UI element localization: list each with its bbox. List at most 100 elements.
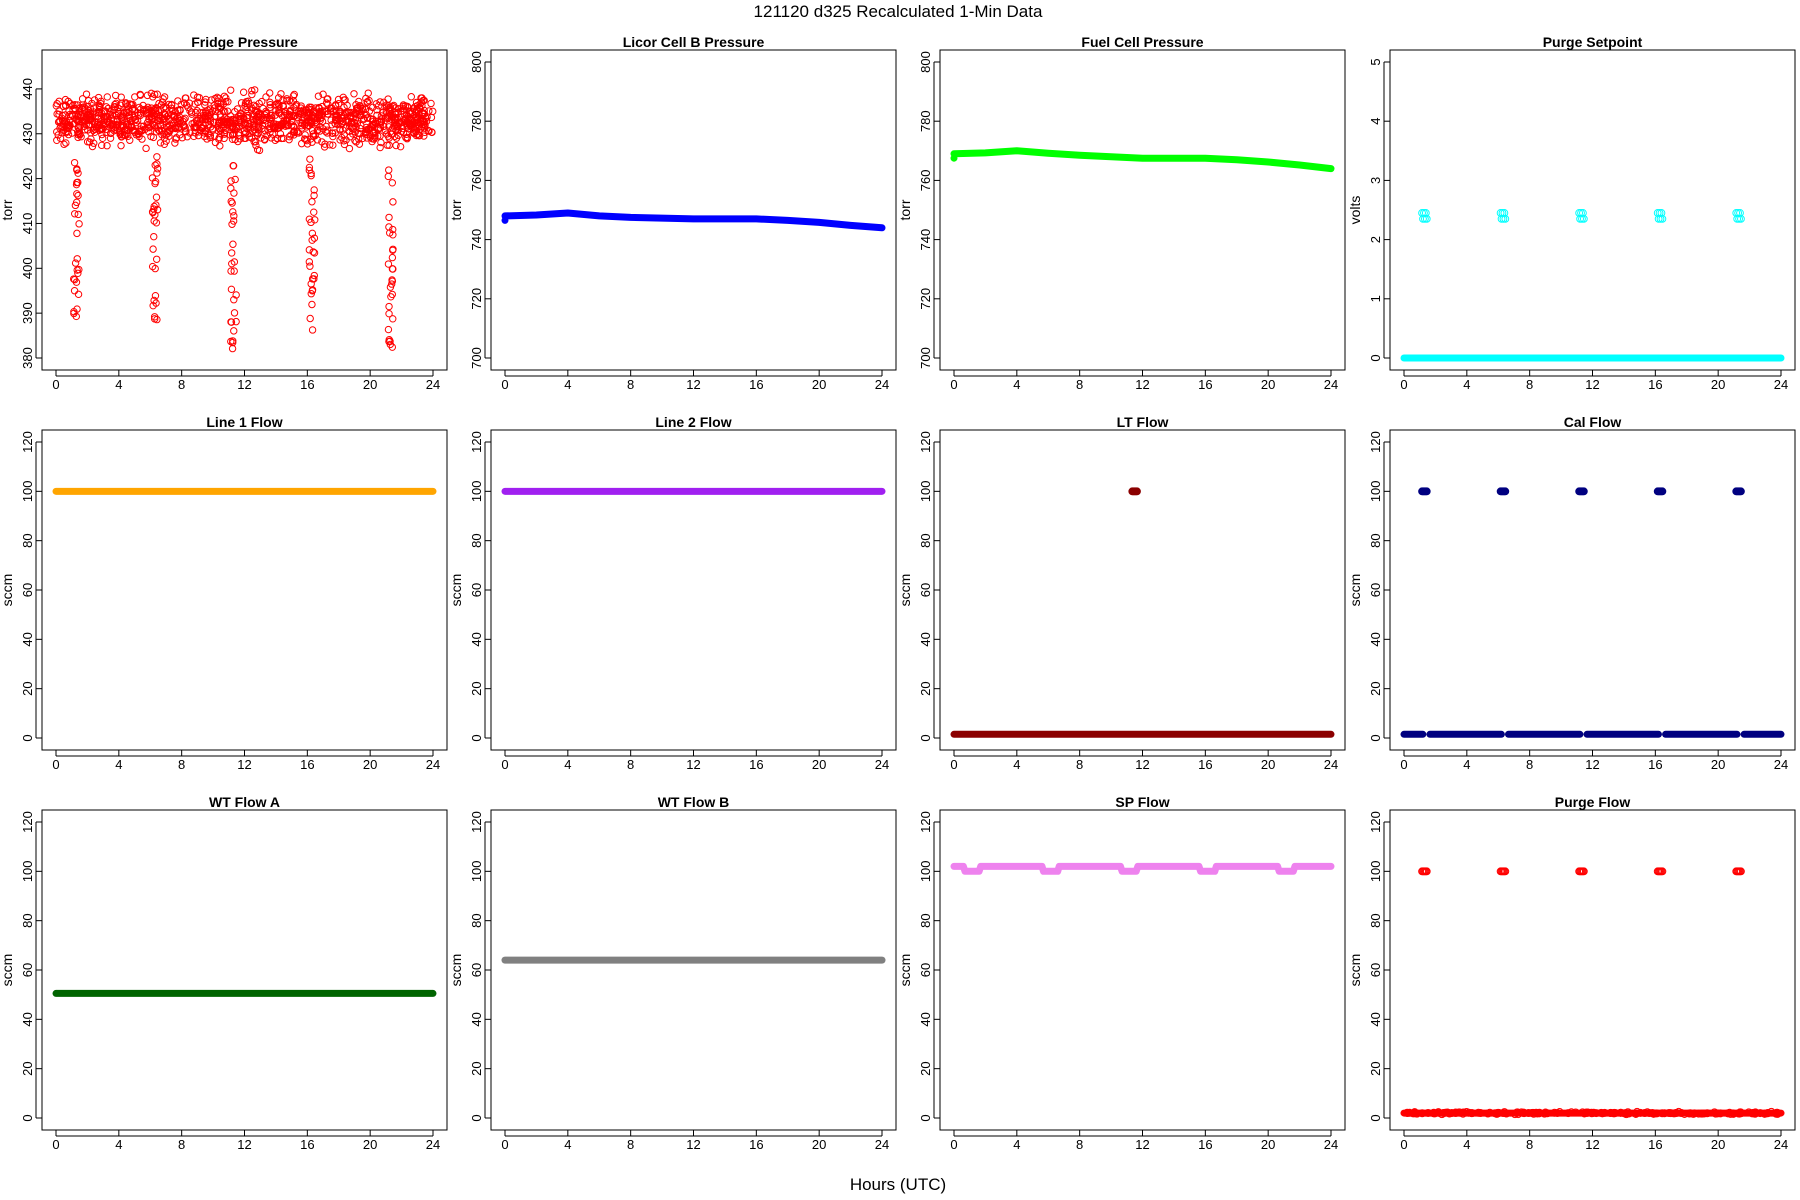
data-point: [103, 125, 111, 134]
data-point: [227, 318, 235, 326]
data-point: [1499, 1109, 1508, 1118]
data-point: [232, 317, 240, 326]
data-point: [306, 262, 314, 270]
y-tick-label: 0: [1368, 354, 1383, 361]
data-point: [329, 132, 337, 141]
y-axis-label: sccm: [0, 574, 15, 607]
data-point: [310, 186, 318, 194]
data-point: [1735, 1108, 1744, 1117]
data-point: [153, 160, 161, 168]
x-tick-label: 12: [1135, 377, 1149, 392]
y-axis-label: sccm: [0, 954, 15, 987]
data-point: [382, 113, 390, 122]
data-point: [107, 129, 115, 138]
y-tick-label: 720: [469, 288, 484, 310]
data-point: [1502, 1109, 1511, 1118]
data-point: [126, 107, 134, 116]
x-tick-label: 16: [300, 377, 314, 392]
data-point: [97, 97, 105, 106]
x-tick-label: 24: [426, 757, 440, 772]
data-point: [241, 130, 249, 138]
data-point: [1418, 1109, 1427, 1118]
y-tick-label: 20: [1368, 1061, 1383, 1075]
x-tick-label: 24: [426, 1137, 440, 1152]
data-point: [160, 134, 169, 142]
x-tick-label: 20: [812, 377, 826, 392]
data-point: [274, 94, 283, 102]
data-point: [74, 210, 82, 219]
y-tick-label: 60: [918, 963, 933, 977]
data-point: [229, 337, 237, 345]
data-point: [132, 118, 140, 127]
data-point: [415, 110, 423, 119]
x-tick-label: 12: [237, 757, 251, 772]
y-tick-label: 20: [469, 681, 484, 695]
data-point: [304, 108, 312, 117]
data-point: [209, 126, 217, 134]
y-tick-label: 740: [469, 229, 484, 251]
data-point: [311, 131, 319, 140]
data-point: [1500, 209, 1509, 217]
x-tick-label: 20: [363, 1137, 377, 1152]
data-point: [223, 107, 232, 115]
data-point: [66, 110, 74, 119]
x-tick-label: 0: [950, 377, 957, 392]
data-point: [195, 93, 204, 102]
x-tick-label: 0: [52, 1137, 59, 1152]
x-tick-label: 4: [115, 1137, 122, 1152]
data-point: [217, 103, 225, 111]
data-point: [213, 93, 221, 102]
data-point: [297, 102, 305, 110]
data-point: [98, 125, 106, 134]
data-point: [410, 128, 418, 137]
data-point: [230, 267, 238, 275]
x-tick-label: 8: [178, 757, 185, 772]
data-point: [389, 315, 397, 323]
data-point: [290, 123, 298, 131]
x-tick-label: 4: [1013, 1137, 1020, 1152]
data-point: [150, 313, 159, 321]
y-axis-label: sccm: [1347, 954, 1363, 987]
data-point: [103, 142, 111, 150]
data-point: [76, 130, 84, 138]
data-point: [348, 130, 357, 138]
data-point: [1588, 1108, 1597, 1117]
data-point: [1494, 1109, 1503, 1118]
data-point: [1632, 1109, 1641, 1118]
data-point: [298, 116, 307, 125]
data-point: [85, 138, 94, 146]
plot-frame: [490, 49, 897, 371]
data-point: [362, 128, 370, 137]
data-point: [252, 108, 260, 116]
data-point: [250, 138, 258, 146]
data-point: [255, 146, 264, 155]
data-point: [351, 136, 359, 145]
data-point: [1540, 1109, 1549, 1118]
data-point: [310, 271, 318, 280]
data-point: [384, 325, 393, 334]
plot-frame: [41, 49, 448, 371]
plot-frame: [1389, 809, 1796, 1131]
data-point: [332, 115, 340, 123]
x-tick-label: 8: [1526, 757, 1533, 772]
y-axis-label: sccm: [897, 954, 913, 987]
data-point: [252, 141, 260, 150]
data-point: [63, 120, 71, 129]
data-point: [389, 225, 397, 234]
data-point: [950, 154, 958, 162]
data-point: [175, 123, 183, 132]
data-point: [1658, 214, 1667, 223]
y-tick-label: 1: [1368, 295, 1383, 302]
y-tick-label: 760: [918, 170, 933, 192]
y-tick-label: 400: [20, 257, 35, 279]
data-point: [271, 101, 279, 109]
x-tick-label: 12: [686, 377, 700, 392]
data-point: [1553, 1108, 1562, 1117]
data-point: [229, 162, 238, 170]
y-tick-label: 100: [918, 860, 933, 882]
x-tick-label: 24: [875, 1137, 889, 1152]
y-tick-label: 40: [1368, 632, 1383, 646]
data-point: [388, 276, 396, 284]
data-point: [1580, 1109, 1589, 1118]
data-point: [337, 133, 346, 142]
